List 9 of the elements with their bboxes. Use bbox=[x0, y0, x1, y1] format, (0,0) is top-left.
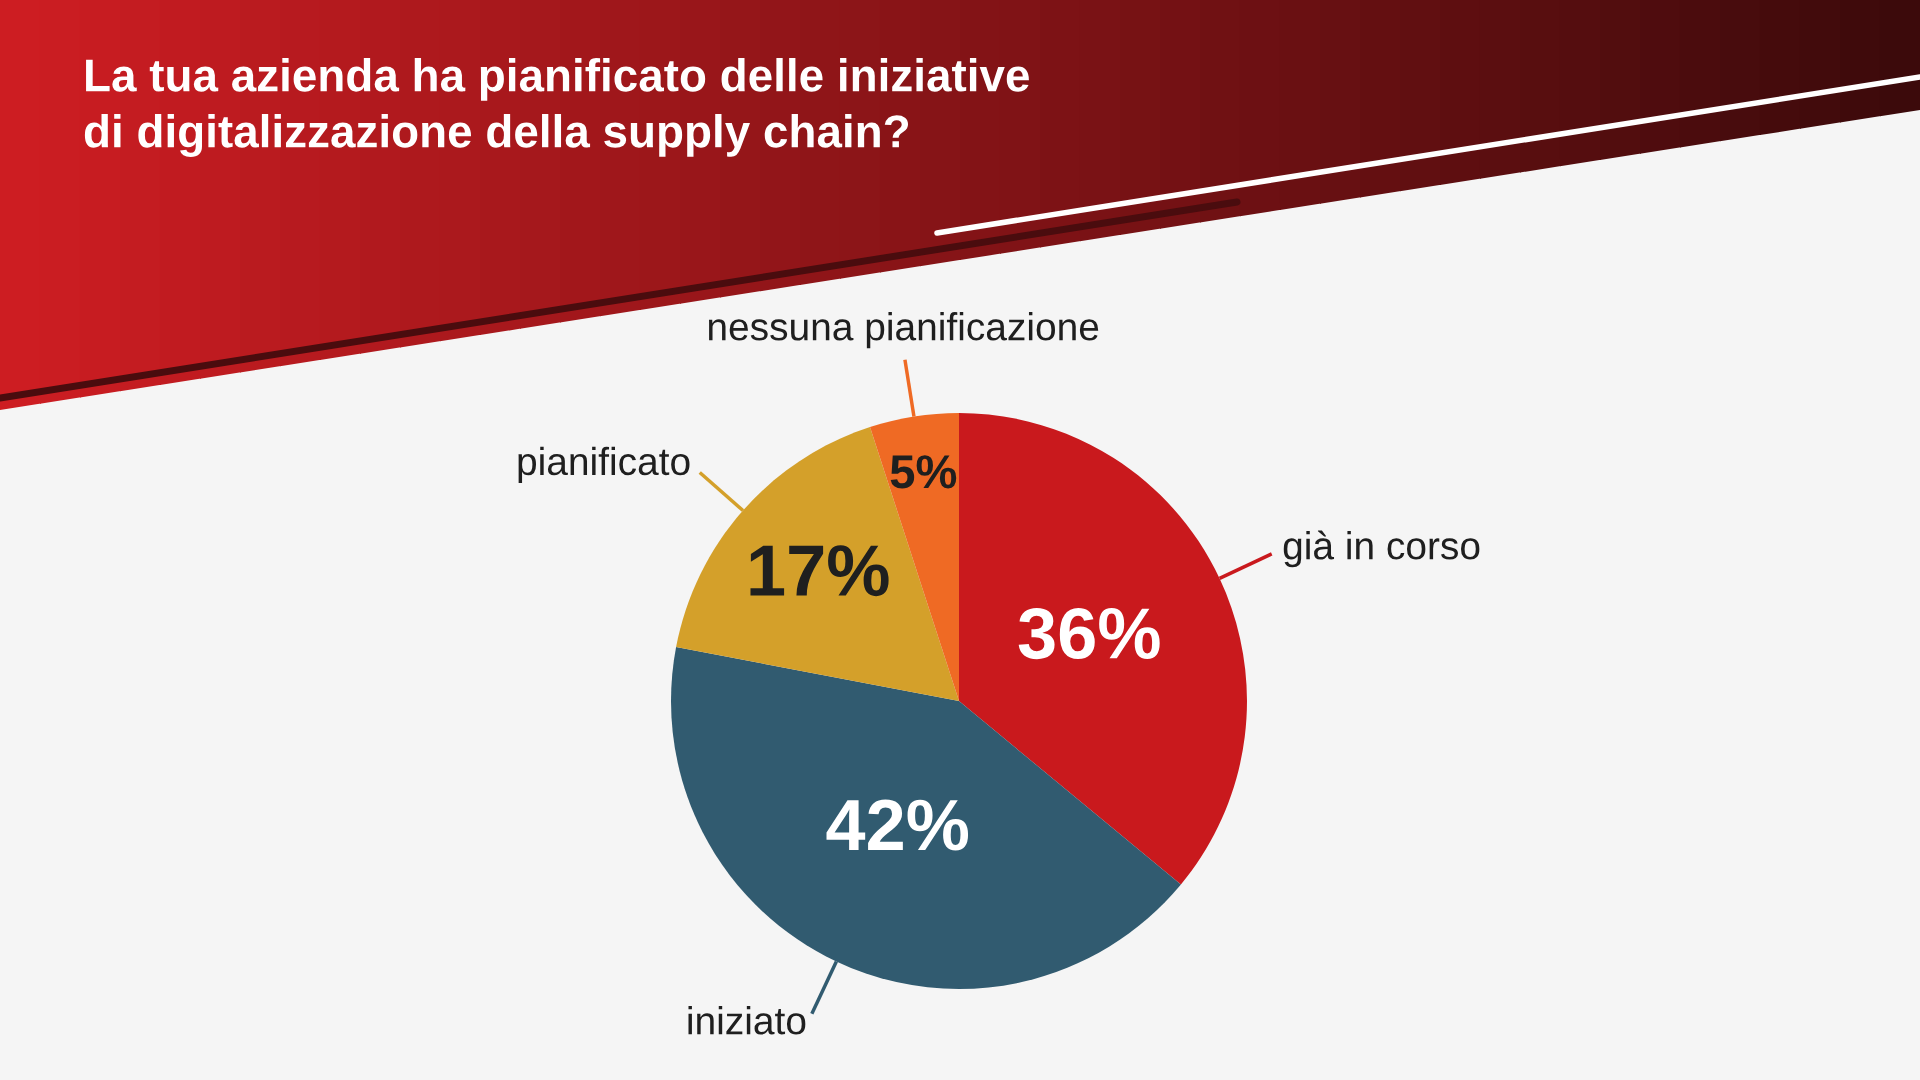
chart-title: La tua azienda ha pianificato delle iniziative di digitalizzazione della supply chain? bbox=[84, 58, 1029, 157]
data-label: 36% bbox=[1018, 607, 1160, 660]
data-label: 42% bbox=[826, 799, 969, 851]
data-label: 17% bbox=[750, 545, 889, 597]
slice-label: nessuna pianificazione bbox=[708, 312, 1099, 349]
slice-label: iniziato bbox=[688, 1006, 806, 1035]
slice-label: pianificato bbox=[518, 446, 690, 483]
slice-label: già in corso bbox=[1283, 530, 1480, 568]
data-label: 5% bbox=[890, 455, 957, 489]
